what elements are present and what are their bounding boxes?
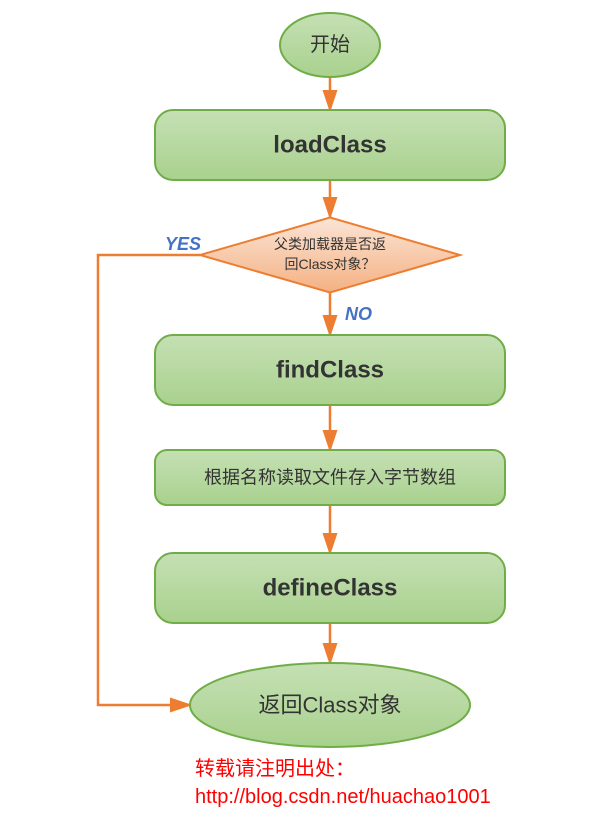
node-label: findClass: [276, 357, 384, 384]
node-findClass: findClass: [155, 335, 505, 405]
attribution-line1: 转载请注明出处：: [195, 757, 355, 780]
node-defineClass: defineClass: [155, 553, 505, 623]
node-label-1: 父类加载器是否返: [274, 236, 386, 252]
node-end: 返回Class对象: [190, 663, 470, 747]
node-readFile: 根据名称读取文件存入字节数组: [155, 450, 505, 505]
edge-label-no: NO: [345, 304, 372, 324]
node-label: loadClass: [273, 132, 386, 159]
node-label: 根据名称读取文件存入字节数组: [204, 468, 456, 488]
node-label: 开始: [310, 33, 350, 56]
node-start: 开始: [280, 13, 380, 77]
node-label-2: 回Class对象？: [284, 256, 375, 272]
node-label: defineClass: [263, 575, 398, 602]
edge-label-yes: YES: [165, 234, 201, 254]
node-label: 返回Class对象: [258, 693, 401, 718]
attribution-line2: http://blog.csdn.net/huachao1001: [195, 786, 491, 808]
flowchart-canvas: NO YES 开始 loadClass 父类加载器是否返回Class对象？ findCla…: [0, 0, 598, 826]
node-decision: 父类加载器是否返回Class对象？: [200, 218, 460, 293]
node-loadClass: loadClass: [155, 110, 505, 180]
